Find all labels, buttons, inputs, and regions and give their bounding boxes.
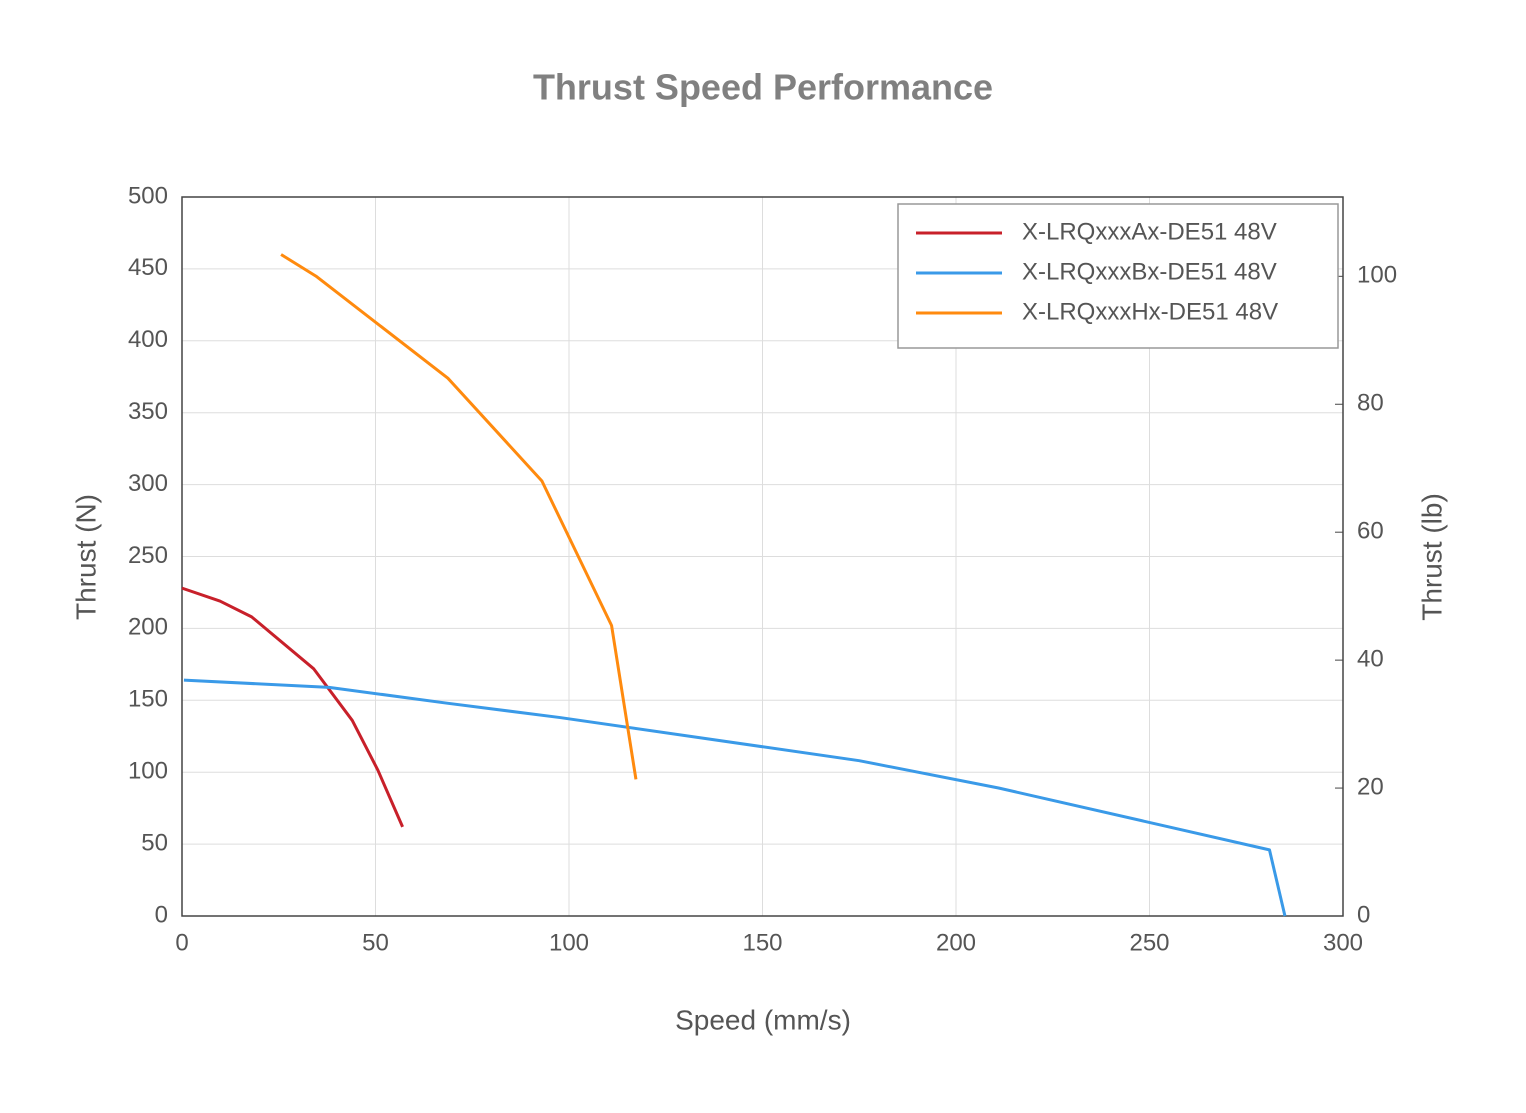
y-tick-label: 100 bbox=[128, 758, 168, 785]
x-axis-label: Speed (mm/s) bbox=[675, 1004, 851, 1035]
y2-tick-label: 20 bbox=[1357, 773, 1384, 800]
y-tick-label: 150 bbox=[128, 686, 168, 713]
plot-frame bbox=[181, 196, 1344, 917]
y2-tick-label: 60 bbox=[1357, 518, 1384, 545]
y-tick-label: 50 bbox=[141, 829, 168, 856]
legend-label: X-LRQxxxAx-DE51 48V bbox=[1022, 218, 1277, 245]
chart-title: Thrust Speed Performance bbox=[533, 67, 993, 108]
series-line bbox=[280, 253, 638, 780]
x-tick-label: 0 bbox=[175, 929, 188, 956]
y-tick-label: 500 bbox=[128, 182, 168, 209]
y-axis-label: Thrust (N) bbox=[70, 494, 101, 620]
series-line bbox=[181, 586, 404, 828]
legend-box bbox=[897, 203, 1339, 349]
legend-label: X-LRQxxxHx-DE51 48V bbox=[1022, 298, 1278, 325]
series-line bbox=[183, 678, 1287, 917]
x-tick-label: 300 bbox=[1323, 929, 1363, 956]
y2-tick-label: 80 bbox=[1357, 390, 1384, 417]
x-tick-label: 150 bbox=[742, 929, 782, 956]
x-tick-label: 50 bbox=[362, 929, 389, 956]
y-tick-label: 450 bbox=[128, 254, 168, 281]
x-tick-label: 250 bbox=[1129, 929, 1169, 956]
y2-tick-label: 100 bbox=[1357, 262, 1397, 289]
y-tick-label: 200 bbox=[128, 614, 168, 641]
y-tick-label: 400 bbox=[128, 326, 168, 353]
y2-tick-label: 0 bbox=[1357, 901, 1370, 928]
x-tick-label: 100 bbox=[549, 929, 589, 956]
y-tick-label: 0 bbox=[155, 901, 168, 928]
legend-label: X-LRQxxxBx-DE51 48V bbox=[1022, 258, 1277, 285]
y-tick-label: 350 bbox=[128, 398, 168, 425]
y2-tick-label: 40 bbox=[1357, 645, 1384, 672]
y-tick-label: 300 bbox=[128, 470, 168, 497]
x-tick-label: 200 bbox=[936, 929, 976, 956]
y2-axis-label: Thrust (lb) bbox=[1416, 493, 1447, 621]
y-tick-label: 250 bbox=[128, 542, 168, 569]
